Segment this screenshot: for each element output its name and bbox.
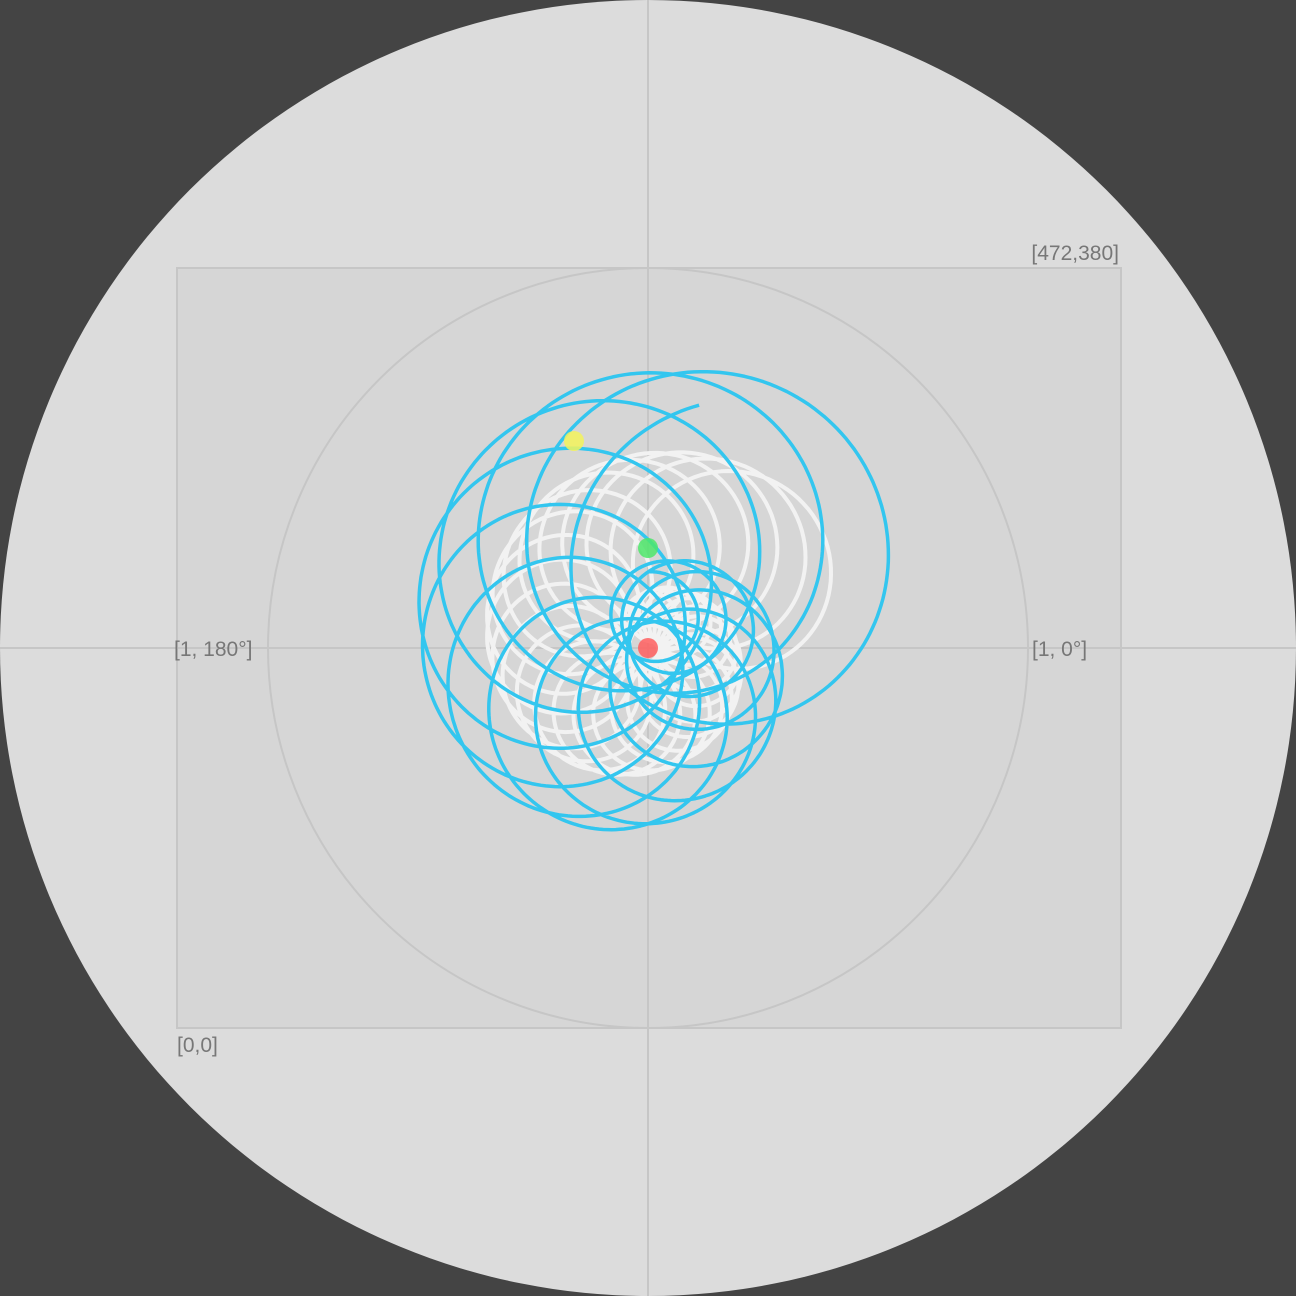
secondary-trace bbox=[485, 450, 833, 777]
markers bbox=[564, 431, 658, 658]
primary-trace bbox=[417, 369, 891, 832]
left-label: [1, 180°] bbox=[174, 638, 252, 661]
top-right-label: [472,380] bbox=[1031, 242, 1119, 265]
arm-marker bbox=[638, 538, 658, 558]
primary-trace-path bbox=[417, 369, 891, 832]
secondary-trace-path bbox=[485, 450, 833, 777]
unit-circle bbox=[267, 267, 1029, 1029]
pen-marker bbox=[564, 431, 584, 451]
origin-marker bbox=[638, 638, 658, 658]
bottom-left-label: [0,0] bbox=[177, 1034, 218, 1057]
right-label: [1, 0°] bbox=[1032, 638, 1087, 661]
